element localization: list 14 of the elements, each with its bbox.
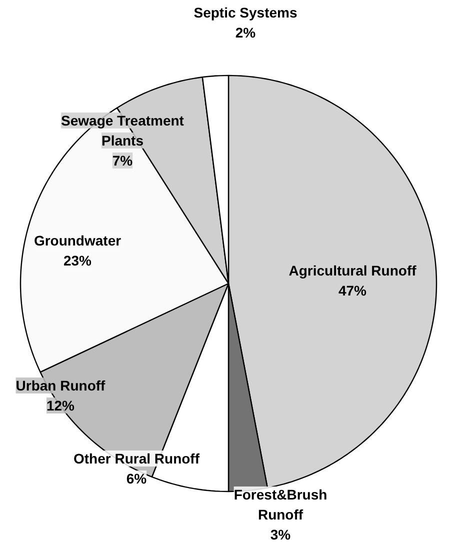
slice-label: Urban Runoff <box>16 378 106 394</box>
slice-label: Groundwater <box>34 232 122 248</box>
data-label: 7% <box>112 152 134 168</box>
data-label: 23% <box>63 252 92 268</box>
slice-label: Forest&Brush Runoff <box>234 486 328 522</box>
slice-label: Septic Systems <box>194 4 298 20</box>
slice-label: Other Rural Runoff <box>74 450 200 466</box>
slice-label: Sewage Treatment Plants <box>61 112 184 148</box>
data-label: 3% <box>270 526 292 542</box>
data-label: 47% <box>338 282 368 298</box>
data-label: 12% <box>46 398 76 414</box>
data-label: 2% <box>235 24 256 40</box>
data-label: 6% <box>126 470 148 486</box>
slice-label: Agricultural Runoff <box>288 262 417 278</box>
